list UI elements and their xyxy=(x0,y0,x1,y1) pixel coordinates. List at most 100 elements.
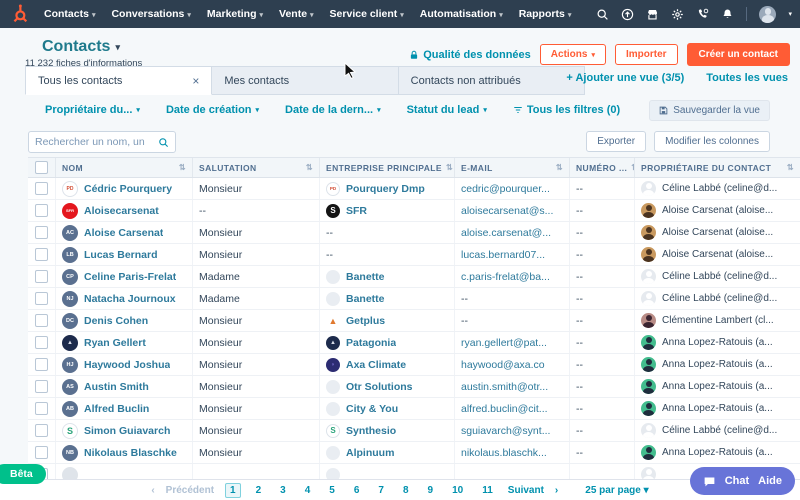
page-6[interactable]: 6 xyxy=(350,484,364,497)
page-4[interactable]: 4 xyxy=(301,484,315,497)
contact-name-link[interactable]: Aloisecarsenat xyxy=(84,205,159,217)
page-11[interactable]: 11 xyxy=(478,484,497,497)
hubspot-logo-icon[interactable] xyxy=(8,3,30,25)
contact-name-link[interactable]: Celine Paris-Frelat xyxy=(84,271,176,283)
next-page-chevron-icon[interactable]: › xyxy=(555,485,558,496)
contact-name-link[interactable]: Haywood Joshua xyxy=(84,359,170,371)
table-row[interactable] xyxy=(28,464,800,480)
sort-icon[interactable]: ⇅ xyxy=(175,163,186,172)
marketplace-icon[interactable] xyxy=(646,8,659,21)
chat-help-widget[interactable]: Chat Aide xyxy=(690,467,795,495)
search-input[interactable] xyxy=(29,136,158,148)
save-view-button[interactable]: Sauvegarder la vue xyxy=(649,100,770,121)
filter-lead-status[interactable]: Statut du lead▾ xyxy=(407,104,487,116)
row-checkbox[interactable] xyxy=(35,292,48,305)
sort-icon[interactable]: ⇅ xyxy=(302,163,313,172)
email-link[interactable]: ryan.gellert@pat... xyxy=(461,337,547,349)
row-checkbox[interactable] xyxy=(35,380,48,393)
table-row[interactable]: PDCédric PourqueryMonsieurPDPourquery Dm… xyxy=(28,178,800,200)
sort-icon[interactable]: ⇅ xyxy=(783,163,794,172)
company-link[interactable]: City & You xyxy=(346,403,398,415)
row-checkbox[interactable] xyxy=(35,402,48,415)
next-page-button[interactable]: Suivant xyxy=(508,485,544,496)
table-row[interactable]: SFRAloisecarsenat--SSFRaloisecarsenat@s.… xyxy=(28,200,800,222)
company-link[interactable]: Synthesio xyxy=(346,425,396,437)
all-views-link[interactable]: Toutes les vues xyxy=(706,72,788,84)
email-link[interactable]: cedric@pourquer... xyxy=(461,183,550,195)
company-link[interactable]: Patagonia xyxy=(346,337,396,349)
user-menu-caret-icon[interactable]: ▾ xyxy=(788,10,792,18)
contact-name-link[interactable]: Simon Guiavarch xyxy=(84,425,170,437)
column-header[interactable]: PROPRIÉTAIRE DU CONTACT⇅ xyxy=(635,158,800,177)
contact-name-link[interactable]: Austin Smith xyxy=(84,381,149,393)
create-contact-button[interactable]: Créer un contact xyxy=(687,43,790,66)
company-link[interactable]: SFR xyxy=(346,205,367,217)
table-row[interactable]: ▲Ryan GellertMonsieur▲Patagoniaryan.gell… xyxy=(28,332,800,354)
row-checkbox[interactable] xyxy=(35,314,48,327)
row-checkbox[interactable] xyxy=(35,248,48,261)
table-row[interactable]: ASAustin SmithMonsieurOtr Solutionsausti… xyxy=(28,376,800,398)
column-header[interactable]: ENTREPRISE PRINCIPALE⇅ xyxy=(320,158,455,177)
row-checkbox[interactable] xyxy=(35,182,48,195)
title-caret-icon[interactable]: ▾ xyxy=(115,42,120,53)
nav-item-contacts[interactable]: Contacts▾ xyxy=(36,8,103,20)
company-link[interactable]: Getplus xyxy=(346,315,385,327)
row-checkbox[interactable] xyxy=(35,446,48,459)
export-button[interactable]: Exporter xyxy=(586,131,646,152)
close-tab-icon[interactable]: × xyxy=(192,74,199,88)
page-9[interactable]: 9 xyxy=(424,484,438,497)
table-row[interactable]: ABAlfred BuclinMonsieurCity & Youalfred.… xyxy=(28,398,800,420)
column-header[interactable]: E-MAIL⇅ xyxy=(455,158,570,177)
search-icon[interactable] xyxy=(596,8,609,21)
edit-columns-button[interactable]: Modifier les colonnes xyxy=(654,131,770,152)
upgrade-icon[interactable] xyxy=(621,8,634,21)
table-row[interactable]: LBLucas BernardMonsieur--lucas.bernard07… xyxy=(28,244,800,266)
row-checkbox[interactable] xyxy=(35,204,48,217)
table-row[interactable]: CPCeline Paris-FrelatMadameBanettec.pari… xyxy=(28,266,800,288)
contact-name-link[interactable]: Natacha Journoux xyxy=(84,293,176,305)
page-8[interactable]: 8 xyxy=(399,484,413,497)
contact-name-link[interactable]: Denis Cohen xyxy=(84,315,148,327)
row-checkbox[interactable] xyxy=(35,358,48,371)
email-link[interactable]: haywood@axa.co xyxy=(461,359,545,371)
sort-icon[interactable]: ⇅ xyxy=(442,163,453,172)
prev-page-chevron-icon[interactable]: ‹ xyxy=(151,485,154,496)
add-view-link[interactable]: + Ajouter une vue (3/5) xyxy=(566,72,684,84)
prev-page-button[interactable]: Précédent xyxy=(166,485,214,496)
nav-item-automatisation[interactable]: Automatisation▾ xyxy=(412,8,511,20)
page-3[interactable]: 3 xyxy=(276,484,290,497)
email-link[interactable]: alfred.buclin@cit... xyxy=(461,403,548,415)
row-checkbox[interactable] xyxy=(35,424,48,437)
row-checkbox[interactable] xyxy=(35,336,48,349)
data-quality-link[interactable]: Qualité des données xyxy=(409,49,531,61)
nav-item-rapports[interactable]: Rapports▾ xyxy=(511,8,580,20)
email-link[interactable]: c.paris-frelat@ba... xyxy=(461,271,550,283)
company-link[interactable]: Alpinuum xyxy=(346,447,394,459)
contact-name-link[interactable]: Alfred Buclin xyxy=(84,403,149,415)
settings-icon[interactable] xyxy=(671,8,684,21)
email-link[interactable]: sguiavarch@synt... xyxy=(461,425,550,437)
user-avatar[interactable] xyxy=(759,6,776,23)
nav-item-service-client[interactable]: Service client▾ xyxy=(322,8,412,20)
contact-name-link[interactable]: Aloise Carsenat xyxy=(84,227,163,239)
email-link[interactable]: lucas.bernard07... xyxy=(461,249,545,261)
company-link[interactable]: Banette xyxy=(346,271,385,283)
page-2[interactable]: 2 xyxy=(252,484,266,497)
table-row[interactable]: ACAloise CarsenatMonsieur--aloise.carsen… xyxy=(28,222,800,244)
actions-button[interactable]: Actions▾ xyxy=(540,44,606,65)
per-page-select[interactable]: 25 par page ▾ xyxy=(585,485,648,496)
notifications-icon[interactable] xyxy=(721,8,734,21)
email-link[interactable]: nikolaus.blaschk... xyxy=(461,447,547,459)
row-checkbox[interactable] xyxy=(35,270,48,283)
filter-owner[interactable]: Propriétaire du...▾ xyxy=(45,104,140,116)
email-link[interactable]: aloisecarsenat@s... xyxy=(461,205,553,217)
sort-icon[interactable]: ⇅ xyxy=(627,163,635,172)
page-5[interactable]: 5 xyxy=(325,484,339,497)
column-header[interactable]: NOM⇅ xyxy=(56,158,193,177)
table-row[interactable]: SSimon GuiavarchMonsieurSSynthesiosguiav… xyxy=(28,420,800,442)
row-checkbox[interactable] xyxy=(35,226,48,239)
filter-create-date[interactable]: Date de création▾ xyxy=(166,104,259,116)
table-row[interactable]: NBNikolaus BlaschkeMonsieurAlpinuumnikol… xyxy=(28,442,800,464)
column-header[interactable]: SALUTATION⇅ xyxy=(193,158,320,177)
company-link[interactable]: Otr Solutions xyxy=(346,381,413,393)
